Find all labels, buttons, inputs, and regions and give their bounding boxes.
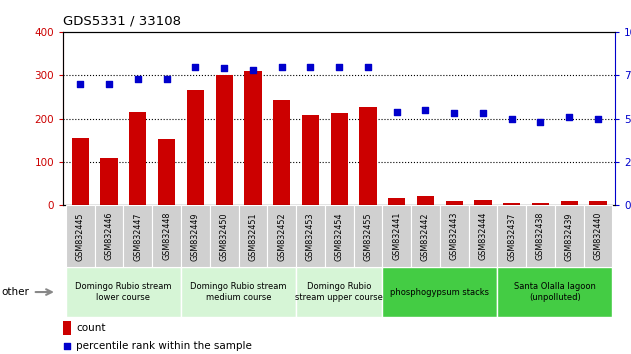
Text: percentile rank within the sample: percentile rank within the sample — [76, 341, 252, 351]
Text: GSM832444: GSM832444 — [478, 212, 487, 261]
Bar — [209, 205, 239, 267]
Bar — [152, 205, 181, 267]
Bar — [296, 267, 382, 317]
Bar — [417, 196, 434, 205]
Text: GSM832449: GSM832449 — [191, 212, 200, 261]
Text: GSM832451: GSM832451 — [249, 212, 257, 261]
Point — [162, 76, 172, 81]
Bar — [532, 203, 549, 205]
Point — [133, 76, 143, 81]
Point — [593, 116, 603, 121]
Bar — [239, 205, 268, 267]
Bar — [469, 205, 497, 267]
Text: GSM832438: GSM832438 — [536, 212, 545, 261]
Bar — [445, 201, 463, 205]
Text: GSM832455: GSM832455 — [363, 212, 372, 261]
Text: GSM832440: GSM832440 — [594, 212, 603, 261]
Bar — [66, 267, 181, 317]
Bar — [382, 205, 411, 267]
Bar — [589, 201, 606, 205]
Bar — [503, 203, 521, 205]
Point — [507, 116, 517, 121]
Text: GSM832442: GSM832442 — [421, 212, 430, 261]
Bar — [497, 267, 612, 317]
Text: GSM832441: GSM832441 — [392, 212, 401, 261]
Bar — [526, 205, 555, 267]
Text: Domingo Rubio stream
medium course: Domingo Rubio stream medium course — [191, 282, 286, 302]
Text: GSM832443: GSM832443 — [450, 212, 459, 261]
Point — [392, 109, 402, 114]
Bar — [244, 71, 261, 205]
Bar — [66, 205, 95, 267]
Point — [219, 65, 229, 71]
Point — [536, 119, 546, 125]
Text: GSM832446: GSM832446 — [105, 212, 114, 261]
Bar — [353, 205, 382, 267]
Point — [62, 343, 73, 349]
Bar — [555, 205, 584, 267]
Point — [478, 110, 488, 116]
Text: GSM832450: GSM832450 — [220, 212, 228, 261]
Point — [248, 67, 258, 73]
Bar — [129, 112, 146, 205]
Bar — [560, 201, 578, 205]
Bar — [382, 267, 497, 317]
Bar — [584, 205, 612, 267]
Text: count: count — [76, 323, 106, 333]
Bar — [100, 158, 118, 205]
Bar — [187, 90, 204, 205]
Bar — [411, 205, 440, 267]
Bar — [440, 205, 469, 267]
Text: GSM832454: GSM832454 — [334, 212, 344, 261]
Text: GDS5331 / 33108: GDS5331 / 33108 — [63, 14, 181, 27]
Bar — [273, 100, 290, 205]
Bar — [302, 115, 319, 205]
Point — [420, 107, 430, 113]
Point — [334, 64, 345, 69]
Bar — [181, 267, 296, 317]
Bar — [95, 205, 124, 267]
Point — [104, 81, 114, 87]
Point — [276, 64, 286, 69]
Point — [305, 64, 316, 69]
Text: Domingo Rubio
stream upper course: Domingo Rubio stream upper course — [295, 282, 383, 302]
Bar — [359, 107, 377, 205]
Point — [363, 64, 373, 69]
Text: GSM832453: GSM832453 — [306, 212, 315, 261]
Bar — [181, 205, 209, 267]
Text: GSM832452: GSM832452 — [277, 212, 286, 261]
Point — [191, 64, 201, 69]
Bar — [296, 205, 325, 267]
Bar — [325, 205, 353, 267]
Text: Domingo Rubio stream
lower course: Domingo Rubio stream lower course — [75, 282, 172, 302]
Text: GSM832445: GSM832445 — [76, 212, 85, 261]
Bar — [331, 113, 348, 205]
Bar — [388, 198, 405, 205]
Bar — [158, 139, 175, 205]
Bar — [475, 200, 492, 205]
Text: GSM832448: GSM832448 — [162, 212, 171, 261]
Bar — [124, 205, 152, 267]
Point — [75, 81, 85, 87]
Text: other: other — [1, 287, 29, 297]
Bar — [63, 321, 71, 335]
Text: GSM832447: GSM832447 — [133, 212, 143, 261]
Bar — [497, 205, 526, 267]
Bar — [216, 75, 233, 205]
Text: GSM832437: GSM832437 — [507, 212, 516, 261]
Text: phosphogypsum stacks: phosphogypsum stacks — [391, 287, 489, 297]
Point — [449, 110, 459, 116]
Text: Santa Olalla lagoon
(unpolluted): Santa Olalla lagoon (unpolluted) — [514, 282, 596, 302]
Point — [564, 114, 574, 120]
Bar — [268, 205, 296, 267]
Text: GSM832439: GSM832439 — [565, 212, 574, 261]
Bar — [72, 138, 89, 205]
